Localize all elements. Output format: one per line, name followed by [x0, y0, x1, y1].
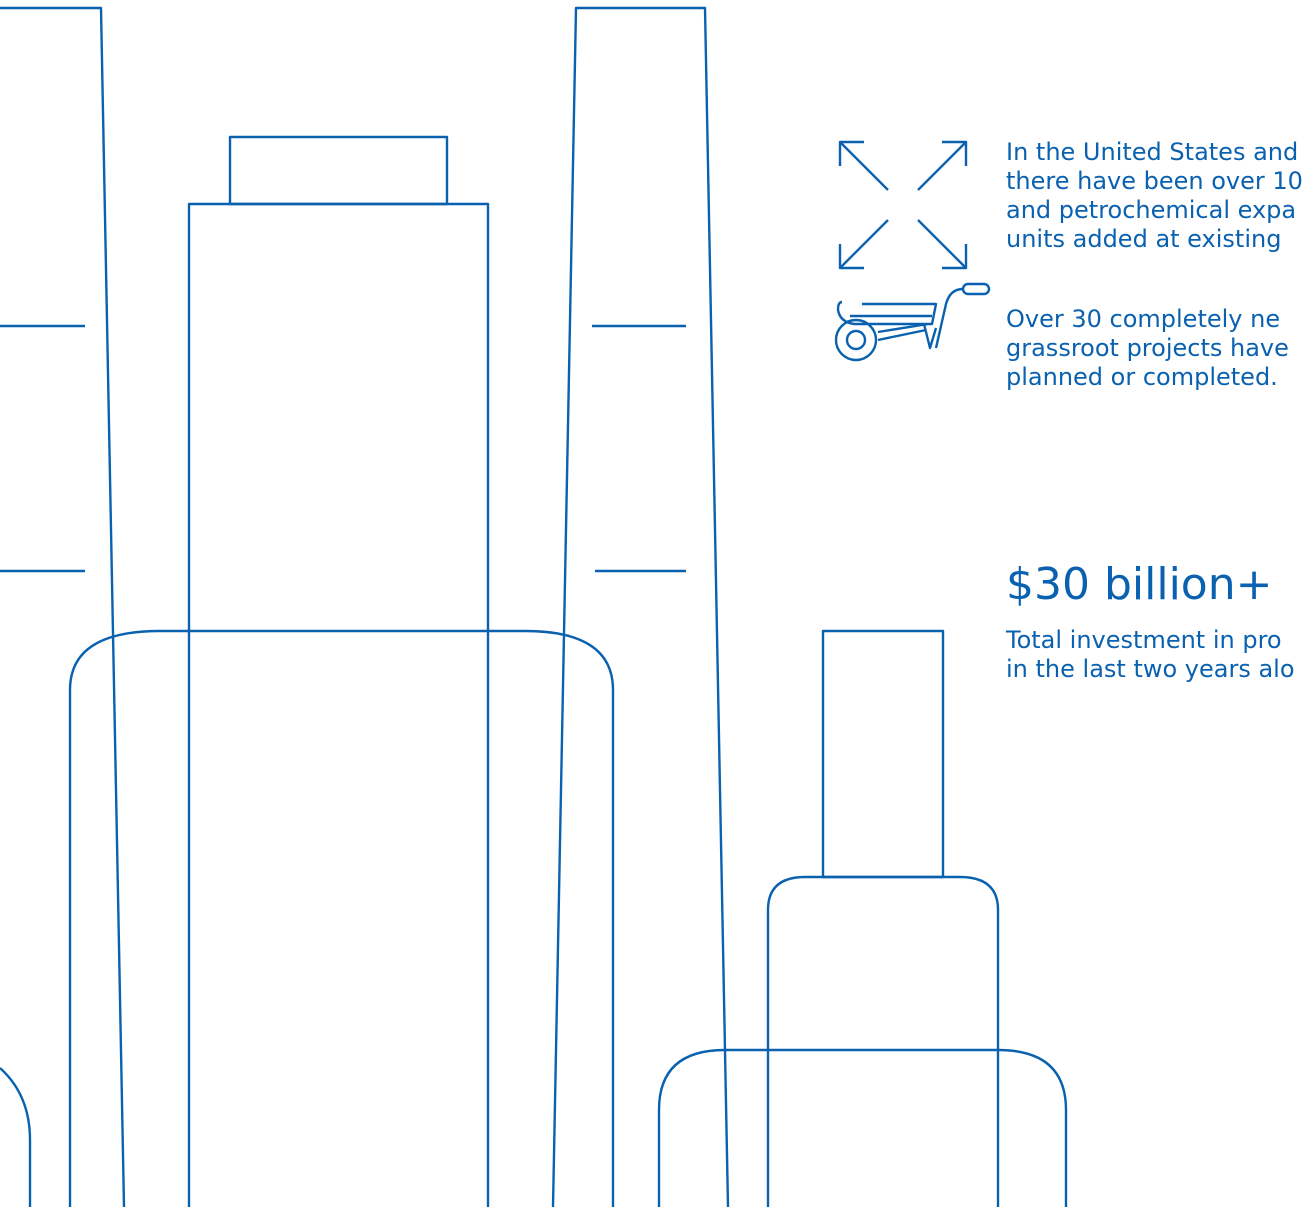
building-cap — [228, 135, 449, 206]
right-column-top — [821, 629, 945, 879]
expand-arrows-icon — [838, 140, 968, 270]
fact-expansions-line-4: units added at existing — [1006, 225, 1282, 253]
fact-expansions-line-3: and petrochemical expa — [1006, 196, 1297, 224]
large-tank — [68, 629, 615, 1207]
left-chimney-outline — [0, 6, 126, 1207]
investment-caption: Total investment in pro in the last two … — [1006, 626, 1295, 684]
investment-value: $30 billion+ — [1006, 559, 1273, 610]
fact-expansions-text: In the United States and there have been… — [1006, 138, 1303, 254]
investment-caption-line-1: Total investment in pro — [1006, 626, 1282, 654]
fact-grassroots-line-2: grassroot projects have — [1006, 334, 1289, 362]
fact-grassroots-line-3: planned or completed. — [1006, 363, 1278, 391]
fact-grassroots-text: Over 30 completely ne grassroot projects… — [1006, 305, 1289, 392]
building-body — [187, 202, 490, 1207]
wheelbarrow-icon — [834, 282, 991, 362]
right-column-base — [766, 875, 1000, 1207]
center-chimney-outline — [551, 6, 730, 1207]
right-wide-tank — [657, 1048, 1068, 1207]
fact-expansions-line-2: there have been over 10 — [1006, 167, 1303, 195]
small-left-tank — [0, 1067, 32, 1207]
fact-grassroots-line-1: Over 30 completely ne — [1006, 305, 1281, 333]
investment-caption-line-2: in the last two years alo — [1006, 655, 1295, 683]
fact-expansions-line-1: In the United States and — [1006, 138, 1299, 166]
